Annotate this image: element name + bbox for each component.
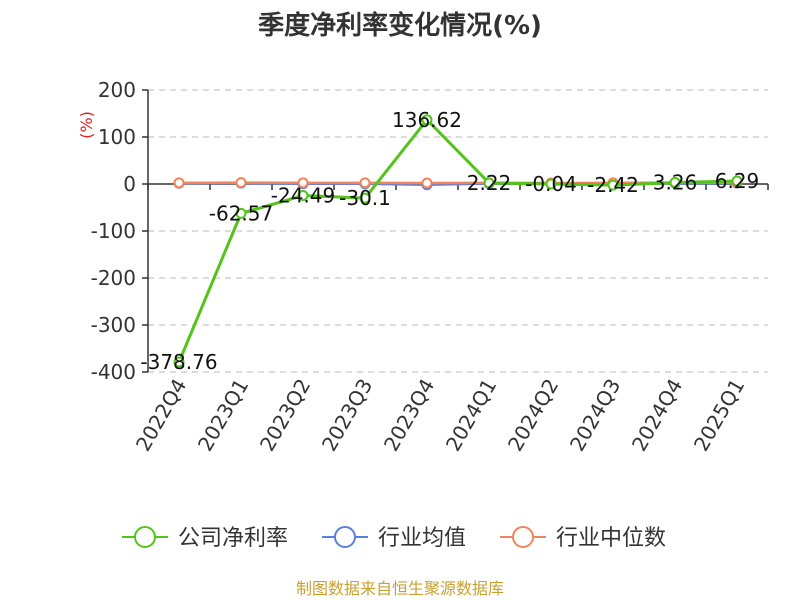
data-point [297, 177, 309, 189]
data-label: 3.26 [653, 170, 698, 194]
y-tick-label: -400 [91, 360, 136, 384]
data-label: -2.42 [587, 173, 639, 197]
data-label: -30.1 [339, 186, 391, 210]
data-point [483, 177, 495, 189]
x-tick-label: 2022Q4 [131, 375, 191, 456]
x-tick-label: 2025Q1 [689, 375, 749, 456]
data-label: 136.62 [392, 108, 462, 132]
data-point [173, 177, 185, 189]
data-point [545, 178, 557, 190]
legend-entry: 行业中位数 [556, 526, 666, 551]
y-tick-label: -300 [91, 313, 136, 337]
data-point [669, 176, 681, 188]
y-tick-label: 100 [98, 125, 136, 149]
data-point [359, 192, 371, 204]
x-tick-label: 2024Q2 [503, 375, 563, 456]
series-lines [173, 114, 743, 368]
legend-marker [334, 526, 356, 548]
data-label: -378.76 [140, 350, 217, 374]
legend-entry: 行业均值 [378, 526, 466, 551]
data-point [421, 177, 433, 189]
data-point [235, 207, 247, 219]
grid-lines [148, 89, 768, 373]
series-line [177, 118, 738, 363]
data-label: 2.22 [467, 171, 512, 195]
data-point [235, 177, 247, 189]
data-point [731, 175, 743, 187]
data-point [421, 114, 433, 126]
data-point [359, 177, 371, 189]
x-tick-label: 2024Q1 [441, 375, 501, 456]
x-tick-label: 2023Q3 [317, 375, 377, 456]
data-labels: -378.76 -62.57-24.49 -30.1 136.62 2.22 -0.04-… [140, 108, 759, 374]
x-tick-label: 2023Q2 [255, 375, 315, 456]
y-tick-label: 200 [98, 78, 136, 102]
data-label: 6.29 [715, 169, 760, 193]
x-tick-label: 2023Q1 [193, 375, 253, 456]
legend-marker [512, 526, 534, 548]
y-axis-unit-label: (%) [77, 111, 96, 139]
chart-title: 季度净利率变化情况(%) [258, 10, 542, 41]
data-point [173, 356, 185, 368]
y-tick-label: -100 [91, 219, 136, 243]
y-tick-label: 0 [123, 172, 136, 196]
data-point [297, 190, 309, 202]
y-tick-label: -200 [91, 266, 136, 290]
legend-marker [134, 526, 156, 548]
data-label: -24.49 [271, 184, 335, 208]
data-label: -62.57 [209, 201, 273, 225]
source-footer: 制图数据来自恒生聚源数据库 [296, 579, 504, 598]
legend-entry: 公司净利率 [178, 526, 288, 551]
x-tick-label: 2024Q3 [565, 375, 625, 456]
legend: 公司净利率 行业均值 行业中位数 [122, 526, 666, 551]
x-tick-label: 2024Q4 [627, 375, 687, 456]
data-point [607, 179, 619, 191]
data-label: -0.04 [525, 172, 577, 196]
x-tick-label: 2023Q4 [379, 375, 439, 456]
